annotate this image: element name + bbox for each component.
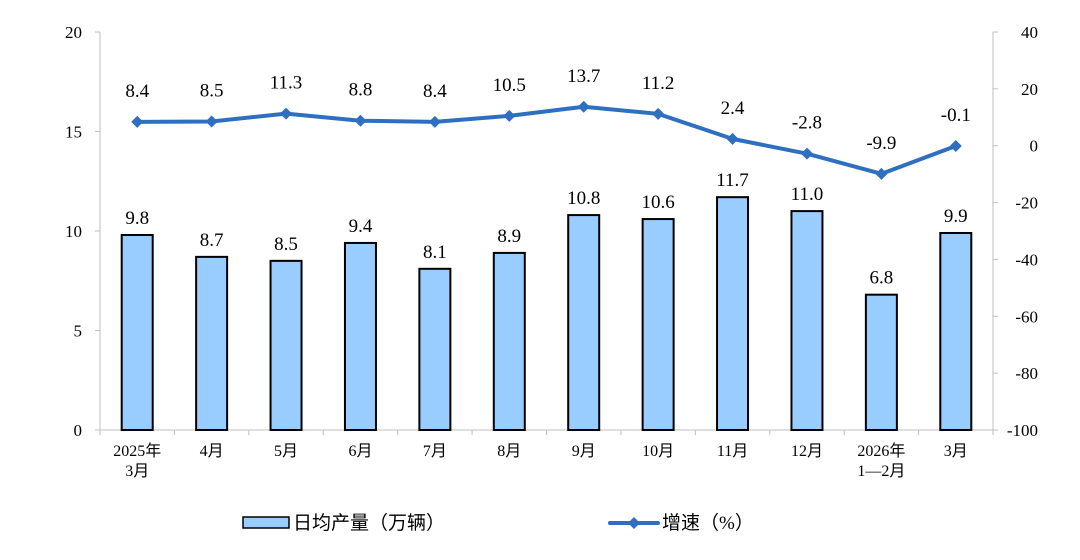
line-marker	[503, 109, 516, 122]
x-tick-label: 9月	[572, 443, 596, 460]
legend-line-label: 增速（%）	[662, 512, 754, 534]
bar-data-label: 11.0	[791, 184, 824, 205]
x-tick-label: 12月	[791, 443, 823, 460]
bar-data-label: 9.9	[944, 206, 968, 227]
right-tick-label: -60	[1015, 307, 1038, 326]
line-marker	[949, 139, 962, 152]
line-data-label: 10.5	[493, 75, 526, 96]
line-data-label: 8.4	[125, 81, 149, 102]
bar	[641, 218, 675, 431]
bar-data-label: 9.8	[125, 208, 149, 229]
line-data-label: -2.8	[792, 113, 822, 134]
bar	[195, 255, 229, 431]
x-tick-label: 2026年	[857, 442, 905, 460]
line-data-label: 13.7	[567, 66, 600, 87]
bar-data-label: 10.6	[642, 192, 675, 213]
x-tick-label: 3月	[944, 443, 968, 460]
right-tick-label: 20	[1021, 80, 1038, 99]
bar	[269, 259, 303, 431]
bar	[939, 231, 973, 431]
line-marker	[800, 147, 813, 160]
left-tick-label: 10	[65, 222, 82, 241]
x-tick-label: 8月	[497, 443, 521, 460]
line-marker	[726, 132, 739, 145]
x-tick-label: 1—2月	[857, 463, 905, 480]
line-data-label: 11.3	[270, 73, 303, 94]
left-tick-label: 5	[74, 322, 83, 341]
line-marker	[354, 114, 367, 127]
line-marker	[428, 115, 441, 128]
bar-data-label: 8.7	[200, 230, 224, 251]
x-tick-label: 4月	[200, 443, 224, 460]
bar	[418, 267, 452, 431]
x-tick-label: 11月	[717, 443, 748, 460]
line-marker	[131, 115, 144, 128]
line-data-label: 8.4	[423, 81, 447, 102]
line-marker	[652, 107, 665, 120]
bar	[567, 214, 601, 431]
bar-data-label: 10.8	[567, 188, 600, 209]
bar-data-label: 8.9	[497, 226, 521, 247]
legend-bar-swatch	[242, 516, 290, 529]
line-data-label: 2.4	[721, 98, 745, 119]
line-data-label: 8.8	[349, 80, 373, 101]
x-tick-label: 5月	[274, 443, 298, 460]
x-tick-label: 7月	[423, 443, 447, 460]
right-tick-label: -40	[1015, 250, 1038, 269]
line-data-label: 11.2	[642, 73, 675, 94]
bar	[790, 210, 824, 431]
line-data-label: 8.5	[200, 81, 224, 102]
bar	[120, 233, 154, 431]
bar-data-label: 9.4	[349, 216, 373, 237]
line-marker	[577, 100, 590, 113]
right-tick-label: -80	[1015, 364, 1038, 383]
legend-bar-label: 日均产量（万辆）	[293, 512, 445, 534]
line-data-label: -0.1	[941, 105, 971, 126]
x-tick-label: 3月	[125, 463, 149, 480]
legend-line-marker	[628, 517, 640, 529]
x-tick-label: 6月	[348, 443, 372, 460]
line-marker	[205, 115, 218, 128]
bar	[492, 251, 526, 431]
bar-data-label: 8.1	[423, 242, 447, 263]
bar	[864, 293, 898, 431]
bar	[343, 241, 377, 431]
right-tick-label: -20	[1015, 194, 1038, 213]
left-tick-label: 15	[65, 123, 82, 142]
x-tick-label: 10月	[642, 443, 674, 460]
line-marker	[875, 167, 888, 180]
right-tick-label: 0	[1030, 137, 1039, 156]
left-tick-label: 20	[65, 23, 82, 42]
line-marker	[280, 107, 293, 120]
growth-line	[137, 104, 957, 176]
left-tick-label: 0	[74, 421, 83, 440]
right-tick-label: -100	[1007, 421, 1038, 440]
bar-data-label: 11.7	[716, 170, 749, 191]
x-tick-label: 2025年	[113, 442, 161, 460]
bar-data-label: 6.8	[870, 268, 894, 289]
line-data-label: -9.9	[866, 133, 896, 154]
bar	[716, 196, 750, 431]
bar-data-label: 8.5	[274, 234, 298, 255]
right-tick-label: 40	[1021, 23, 1038, 42]
